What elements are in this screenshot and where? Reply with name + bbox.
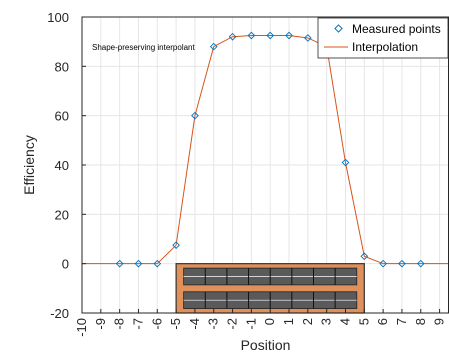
- x-tick-label: 0: [262, 318, 277, 325]
- annotation-text: Shape-preserving interpolant: [92, 43, 196, 52]
- y-axis-ticks: -20 0 20 40 60 80 100: [47, 10, 86, 321]
- data-point: [266, 31, 275, 40]
- x-tick-label: 5: [356, 318, 371, 325]
- y-tick-label: 20: [55, 207, 69, 222]
- x-tick-label: 8: [413, 318, 428, 325]
- legend-label-interpolation: Interpolation: [352, 40, 418, 54]
- x-tick-label: -6: [149, 318, 164, 330]
- legend-box: [317, 17, 449, 59]
- x-tick-label: 7: [394, 318, 409, 325]
- data-point: [398, 259, 406, 268]
- y-tick-label: 60: [55, 109, 69, 124]
- x-tick-label: 2: [300, 318, 315, 325]
- x-tick-label: -9: [93, 318, 108, 330]
- legend-label-measured-points: Measured points: [352, 22, 441, 36]
- data-point: [360, 252, 369, 261]
- legend: Measured points Interpolation: [317, 17, 449, 59]
- data-point: [341, 158, 350, 167]
- x-tick-label: -1: [243, 318, 258, 330]
- data-point: [115, 259, 124, 268]
- data-point: [209, 42, 218, 51]
- x-tick-label: -3: [206, 318, 221, 330]
- data-point: [228, 32, 237, 41]
- interpolation-line: [82, 35, 449, 265]
- module-overlay: [175, 263, 365, 314]
- data-point: [153, 259, 162, 268]
- x-tick-label: 4: [337, 318, 352, 325]
- x-tick-label: -7: [130, 318, 145, 330]
- x-axis-ticks: -10 -9 -8 -7 -6 -5 -4 -3 -2 -1 0 1 2 3 4 5 6 7 8 9: [74, 309, 447, 337]
- x-tick-label: -4: [187, 318, 202, 330]
- y-tick-label: 100: [47, 10, 69, 25]
- y-axis-title: Efficiency: [21, 135, 37, 195]
- data-point: [247, 31, 256, 40]
- x-tick-label: 6: [375, 318, 390, 325]
- y-tick-label: -20: [50, 306, 69, 321]
- x-tick-label: 3: [319, 318, 334, 325]
- x-tick-label: -5: [168, 318, 183, 330]
- data-point: [134, 259, 143, 268]
- data-point: [172, 241, 180, 250]
- x-tick-label: 9: [432, 318, 447, 325]
- data-point: [304, 34, 312, 42]
- y-tick-label: 40: [55, 158, 69, 173]
- data-point: [191, 111, 199, 120]
- legend-marker-points: [334, 24, 343, 33]
- x-tick-label: -8: [112, 318, 127, 330]
- x-tick-label: -2: [225, 318, 240, 330]
- measured-points: [115, 31, 425, 268]
- data-point: [416, 259, 425, 268]
- x-tick-label: 1: [281, 318, 296, 325]
- x-tick-label: -10: [74, 318, 89, 337]
- data-point: [379, 259, 387, 268]
- x-axis-title: Position: [241, 337, 291, 353]
- data-point: [285, 31, 293, 40]
- y-tick-label: 80: [55, 59, 69, 74]
- y-tick-label: 0: [62, 257, 69, 272]
